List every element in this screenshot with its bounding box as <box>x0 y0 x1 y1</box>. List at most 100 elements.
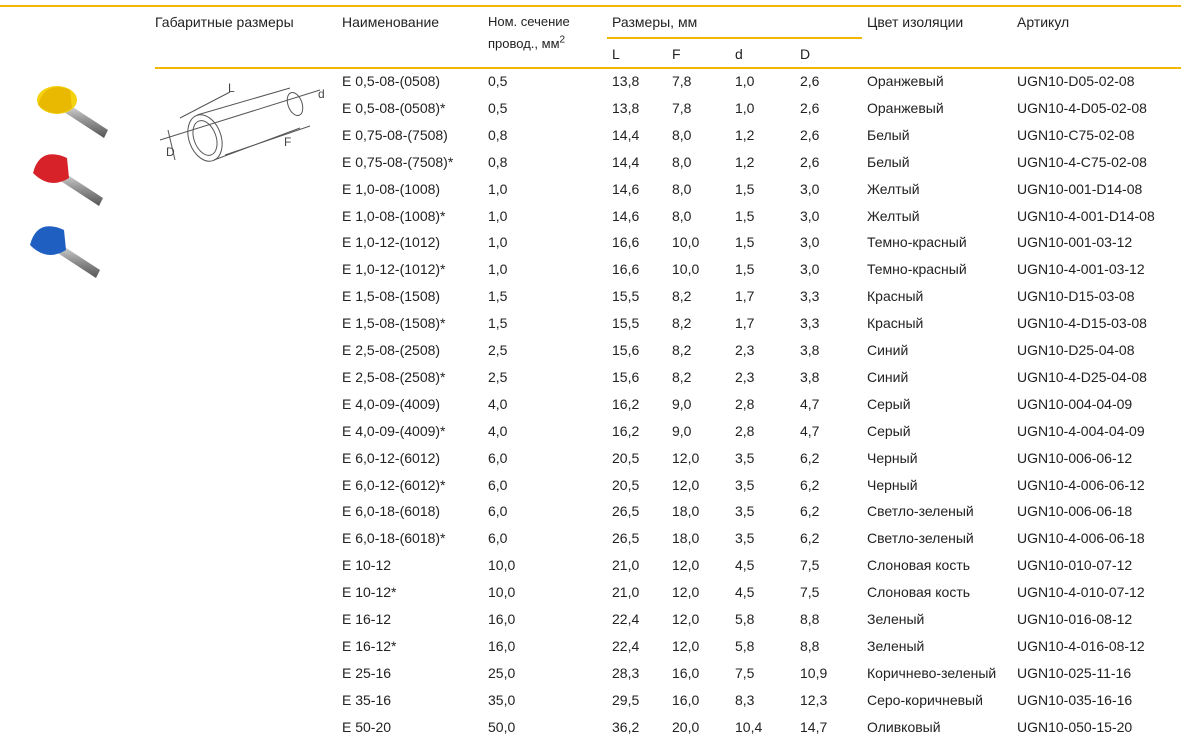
table-cell: 1,2 <box>735 126 755 143</box>
table-cell: Желтый <box>867 180 920 197</box>
table-cell: 1,0 <box>488 180 508 197</box>
table-cell: E 2,5-08-(2508)* <box>342 368 446 385</box>
table-cell: 0,5 <box>488 99 508 116</box>
table-cell: 2,3 <box>735 342 755 358</box>
table-cell: UGN10-035-16-16 <box>1017 691 1133 708</box>
header-rule <box>607 37 862 39</box>
table-cell: 2,5 <box>488 342 508 358</box>
header-cell: Размеры, мм <box>612 14 698 30</box>
table-cell: 14,6 <box>612 207 640 224</box>
table-cell: E 4,0-09-(4009) <box>342 395 441 412</box>
table-cell: 36,2 <box>612 718 640 735</box>
table-cell: 15,6 <box>612 368 640 385</box>
table-cell: UGN10-D15-03-08 <box>1017 288 1135 305</box>
table-cell: E 1,0-08-(1008)* <box>342 207 446 224</box>
table-cell: Серый <box>867 422 911 439</box>
table-cell: 1,2 <box>735 153 755 170</box>
table-cell: 20,0 <box>672 718 700 735</box>
table-cell: 2,8 <box>735 422 755 439</box>
table-cell: 2,6 <box>800 73 820 89</box>
drawing-label: D <box>166 145 175 159</box>
sub-header-cell: d <box>735 46 743 62</box>
table-cell: 1,0 <box>735 99 755 116</box>
table-cell: Слоновая кость <box>867 557 971 574</box>
table-cell: 4,7 <box>800 395 820 412</box>
table-cell: UGN10-025-11-16 <box>1017 664 1132 681</box>
table-cell: 3,5 <box>735 449 755 466</box>
table-cell: 4,7 <box>800 422 820 439</box>
table-cell: UGN10-4-D15-03-08 <box>1017 315 1147 332</box>
ferrule-blue <box>30 226 100 278</box>
table-cell: 8,2 <box>672 315 692 332</box>
table-cell: 6,0 <box>488 503 508 520</box>
table-cell: E 1,5-08-(1508)* <box>342 315 446 332</box>
table-cell: 29,5 <box>612 691 640 708</box>
table-cell: 8,0 <box>672 126 692 143</box>
table-cell: 7,8 <box>672 99 692 116</box>
table-cell: Белый <box>867 126 910 143</box>
header-cell: Артикул <box>1017 14 1070 30</box>
table-cell: 14,6 <box>612 180 640 197</box>
table-cell: E 6,0-12-(6012)* <box>342 476 446 493</box>
table-cell: Желтый <box>867 207 920 224</box>
table-cell: 8,8 <box>800 611 820 627</box>
table-cell: 10,0 <box>488 557 516 574</box>
drawing-label: F <box>284 135 291 149</box>
table-cell: E 10-12 <box>342 557 392 574</box>
table-cell: 5,8 <box>735 611 755 627</box>
table-cell: Красный <box>867 288 924 305</box>
table-cell: 15,6 <box>612 342 640 358</box>
table-cell: 1,5 <box>735 180 755 197</box>
table-cell: UGN10-4-006-06-12 <box>1017 476 1145 493</box>
table-cell: Красный <box>867 315 924 332</box>
table-cell: Слоновая кость <box>867 584 971 601</box>
table-cell: 1,5 <box>735 207 755 224</box>
table-cell: 20,5 <box>612 476 640 493</box>
table-cell: UGN10-4-010-07-12 <box>1017 584 1145 601</box>
table-cell: UGN10-4-004-04-09 <box>1017 422 1145 439</box>
table-cell: 20,5 <box>612 449 640 466</box>
table-cell: 8,3 <box>735 691 755 708</box>
table-cell: Оливковый <box>867 718 941 735</box>
ferrule-yellow <box>37 86 108 138</box>
table-cell: 50,0 <box>488 718 516 735</box>
table-cell: 21,0 <box>612 584 640 601</box>
table-cell: 16,0 <box>672 664 700 681</box>
table-cell: UGN10-006-06-18 <box>1017 503 1133 520</box>
superscript: 2 <box>559 34 566 46</box>
table-cell: 35,0 <box>488 691 516 708</box>
header-rule <box>155 67 1181 69</box>
table-cell: 7,8 <box>672 73 692 89</box>
table-cell: 6,0 <box>488 476 508 493</box>
table-cell: 16,0 <box>672 691 700 708</box>
table-cell: 2,8 <box>735 395 755 412</box>
table-cell: 13,8 <box>612 99 640 116</box>
table-cell: 14,4 <box>612 153 640 170</box>
table-cell: UGN10-001-03-12 <box>1017 234 1133 251</box>
table-cell: 1,0 <box>735 73 755 89</box>
table-cell: 3,8 <box>800 342 820 358</box>
table-cell: 2,6 <box>800 126 820 143</box>
table-cell: UGN10-D25-04-08 <box>1017 342 1135 358</box>
table-cell: UGN10-D05-02-08 <box>1017 73 1135 89</box>
table-cell: E 10-12* <box>342 584 397 601</box>
table-cell: E 0,75-08-(7508) <box>342 126 448 143</box>
table-cell: 1,5 <box>488 315 508 332</box>
drawing-label: d <box>318 87 325 101</box>
table-cell: 1,5 <box>488 288 508 305</box>
table-cell: 6,2 <box>800 449 820 466</box>
table-cell: 1,5 <box>735 261 755 278</box>
table-cell: 16,6 <box>612 261 640 278</box>
table-cell: E 1,0-12-(1012)* <box>342 261 446 278</box>
table-cell: UGN10-006-06-12 <box>1017 449 1133 466</box>
table-cell: 12,0 <box>672 611 700 627</box>
table-cell: 22,4 <box>612 611 640 627</box>
table-cell: 6,0 <box>488 530 508 547</box>
table-cell: 1,7 <box>735 315 755 332</box>
table-cell: E 6,0-12-(6012) <box>342 449 441 466</box>
table-cell: 6,2 <box>800 503 820 520</box>
table-cell: 3,0 <box>800 234 820 251</box>
table-cell: 1,0 <box>488 207 508 224</box>
table-cell: Светло-зеленый <box>867 503 974 520</box>
table-cell: 2,6 <box>800 153 820 170</box>
